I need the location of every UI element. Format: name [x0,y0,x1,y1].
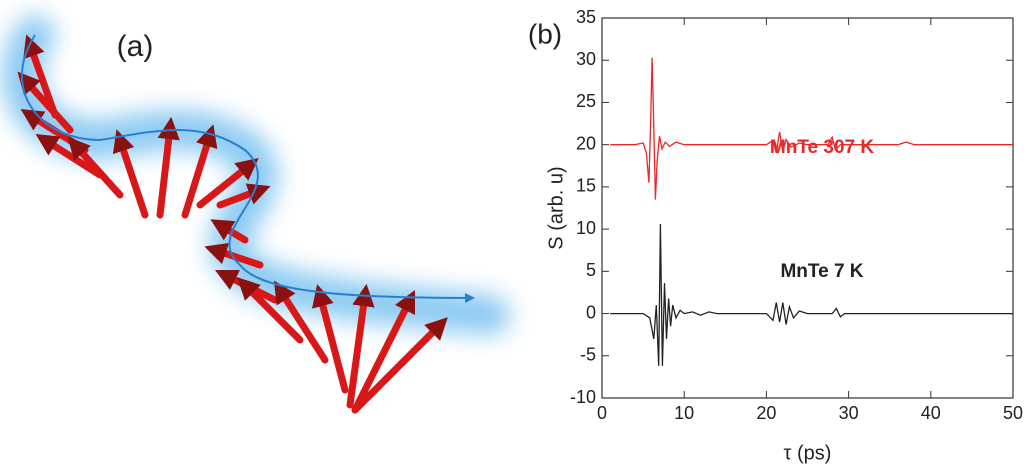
y-tick-label: 5 [586,260,596,280]
y-tick-label: 10 [576,218,596,238]
panel-label: (b) [528,18,562,49]
y-tick-label: 0 [586,302,596,322]
y-tick-label: 15 [576,176,596,196]
series-label: MnTe 7 K [780,261,863,282]
x-tick-label: 50 [1003,403,1023,423]
plot: 0 10 20 30 40 50 -10 -5 0 5 10 15 20 25 30 35 τ (ps) S (a… [545,7,1023,465]
x-axis-label: τ (ps) [784,442,832,464]
x-tick-label: 30 [839,403,859,423]
y-tick-label: 25 [576,91,596,111]
y-axis-label: S (arb. u) [545,166,567,249]
y-tick-label: -5 [580,345,596,365]
x-tick-label: 40 [921,403,941,423]
x-tick-label: 20 [756,403,776,423]
illustration [2,15,510,414]
y-tick-label: 20 [576,133,596,153]
panel-label: (a) [117,30,154,63]
series-line [610,57,1013,200]
y-tick-label: 30 [576,49,596,69]
x-tick-label: 0 [597,403,607,423]
series-line [610,223,1013,366]
x-tick-label: 10 [674,403,694,423]
y-tick-label: 35 [576,7,596,27]
plot-frame [601,17,1014,399]
series-label: MnTe 307 K [770,137,874,158]
y-tick-label: -10 [570,387,596,407]
